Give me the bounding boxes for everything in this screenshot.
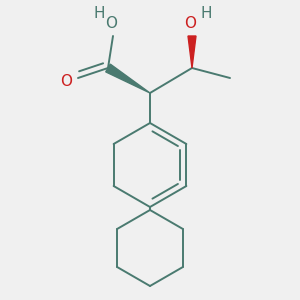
Text: O: O: [60, 74, 72, 88]
Text: O: O: [105, 16, 117, 31]
Polygon shape: [188, 36, 196, 68]
Text: H: H: [200, 7, 212, 22]
Text: O: O: [184, 16, 196, 31]
Polygon shape: [106, 64, 150, 93]
Text: H: H: [93, 7, 105, 22]
